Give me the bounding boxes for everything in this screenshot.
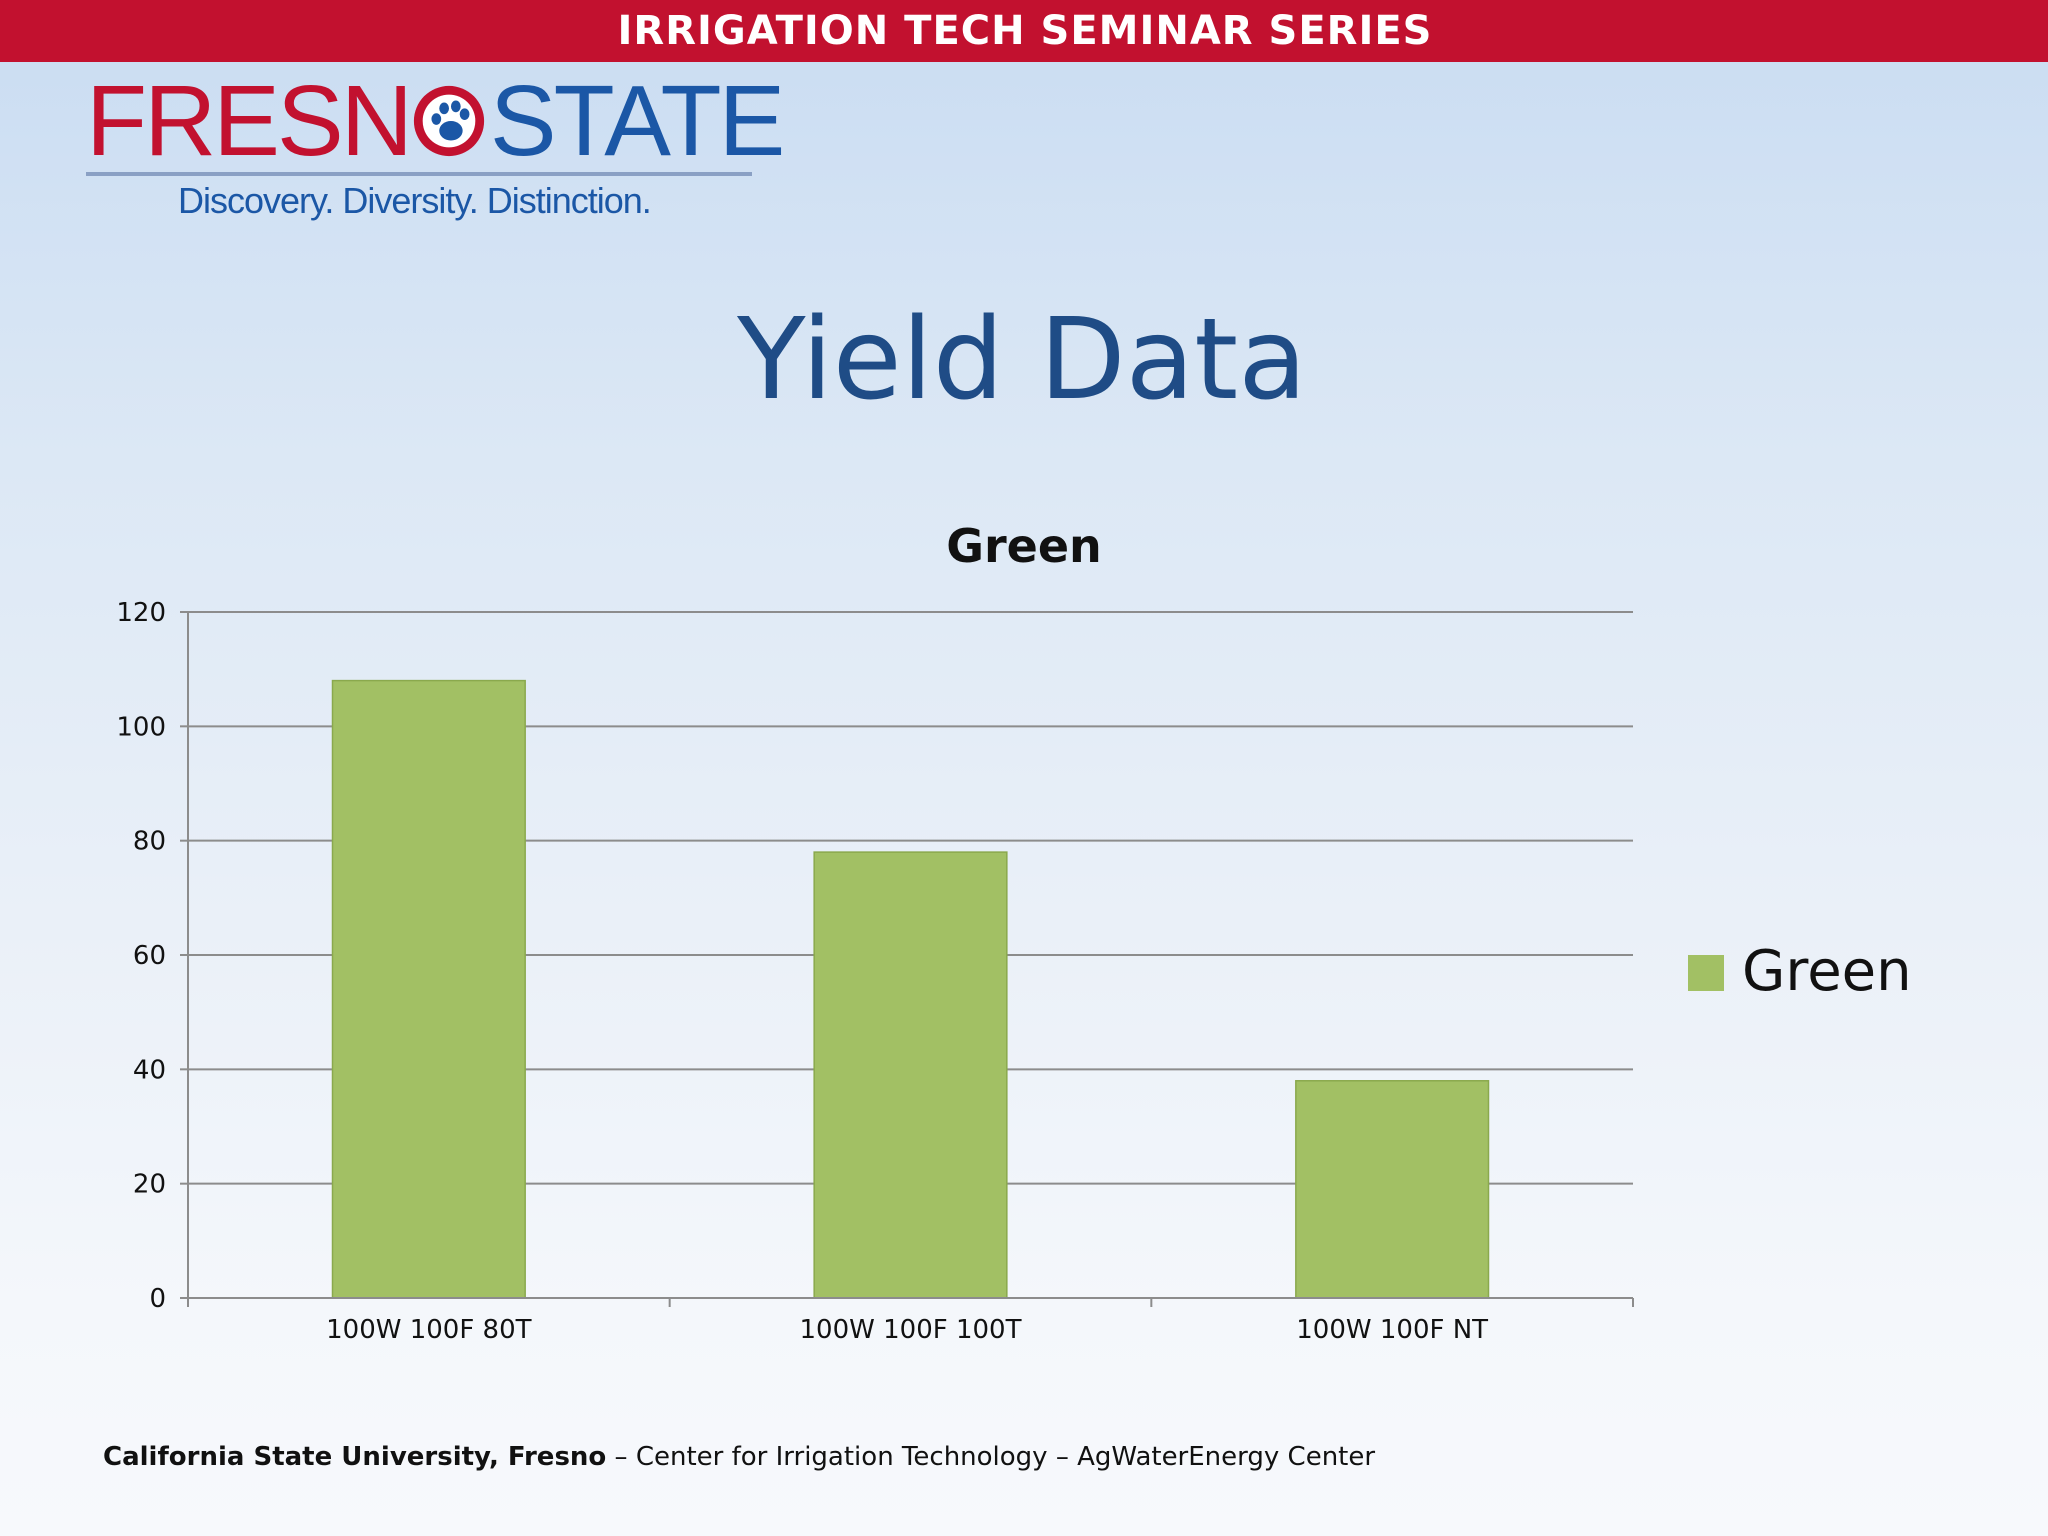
bar-2: [813, 851, 1008, 1299]
chart-legend: Green: [1688, 939, 1912, 1004]
logo-word-right: STATE: [489, 65, 785, 177]
y-tick-label-120: 120: [116, 598, 166, 628]
chart-bars: [331, 679, 1490, 1299]
chart-y-tick-labels: 0 20 40 60 80 100 120: [116, 598, 166, 1314]
fresno-state-logo: FRESN STATE Discovery. Diversity. Distin…: [86, 71, 785, 232]
paw-icon: [413, 85, 485, 157]
banner-title: IRRIGATION TECH SEMINAR SERIES: [617, 8, 1433, 54]
y-tick-label-20: 20: [133, 1170, 166, 1200]
footer: California State University, Fresno – Ce…: [103, 1442, 1375, 1472]
logo-tagline: Discovery. Diversity. Distinction.: [178, 180, 652, 221]
logo-wordmark: FRESN STATE: [86, 65, 785, 177]
footer-org: California State University, Fresno: [103, 1442, 607, 1472]
chart-title: Green: [946, 519, 1102, 573]
x-tick-label-2: 100W 100F 100T: [800, 1315, 1022, 1345]
chart-x-tick-labels: 100W 100F 80T 100W 100F 100T 100W 100F NT: [326, 1315, 1488, 1345]
footer-rest: – Center for Irrigation Technology – AgW…: [606, 1442, 1376, 1472]
bar-3: [1295, 1080, 1490, 1299]
top-banner: IRRIGATION TECH SEMINAR SERIES: [0, 0, 2048, 62]
slide-title: Yield Data: [737, 295, 1307, 425]
x-tick-label-1: 100W 100F 80T: [326, 1315, 532, 1345]
y-tick-label-40: 40: [133, 1055, 166, 1085]
x-tick-label-3: 100W 100F NT: [1296, 1315, 1488, 1345]
y-tick-label-80: 80: [133, 827, 166, 857]
chart-axes: [180, 611, 1634, 1307]
y-tick-label-60: 60: [133, 941, 166, 971]
logo-word-left: FRESN: [86, 65, 413, 177]
y-tick-label-0: 0: [149, 1284, 166, 1314]
logo-divider: [86, 172, 752, 176]
legend-label-green: Green: [1742, 939, 1912, 1004]
legend-swatch-green: [1688, 955, 1724, 991]
y-tick-label-100: 100: [116, 712, 166, 742]
bar-1: [331, 679, 526, 1299]
